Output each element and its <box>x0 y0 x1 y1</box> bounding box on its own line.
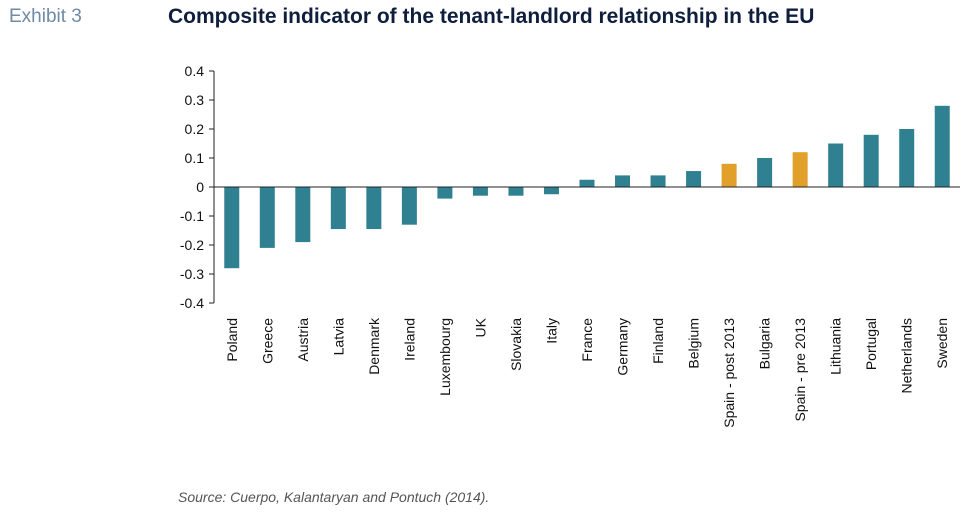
x-tick-label: Lithuania <box>828 318 844 375</box>
x-tick-label: Spain - post 2013 <box>721 318 737 428</box>
x-tick-label: Austria <box>295 318 311 362</box>
y-tick-label: -0.1 <box>180 208 204 224</box>
bar-belgium <box>686 171 702 187</box>
y-tick-label: 0.1 <box>185 150 205 166</box>
bar-ireland <box>401 187 417 225</box>
bar-austria <box>295 187 311 243</box>
bar-lithuania <box>828 143 844 187</box>
bar-sweden <box>934 105 950 187</box>
bar-greece <box>259 187 275 248</box>
x-tick-label: Italy <box>543 318 559 344</box>
x-tick-label: Ireland <box>401 318 417 361</box>
bar-germany <box>615 175 631 187</box>
x-tick-label: Spain - pre 2013 <box>792 318 808 422</box>
bar-denmark <box>366 187 382 230</box>
x-tick-label: Slovakia <box>508 318 524 371</box>
y-tick-label: -0.2 <box>180 237 204 253</box>
y-tick-label: 0 <box>196 179 204 195</box>
bar-finland <box>650 175 666 187</box>
y-tick-label: 0.3 <box>185 92 205 108</box>
y-tick-label: 0.2 <box>185 121 205 137</box>
bar-bulgaria <box>757 158 773 187</box>
x-tick-label: Greece <box>259 318 275 364</box>
x-tick-label: Bulgaria <box>757 318 773 370</box>
x-tick-label: Netherlands <box>899 318 915 394</box>
bar-portugal <box>863 134 879 187</box>
bar-spain-pre-2013 <box>792 152 808 187</box>
bar-uk <box>472 187 488 196</box>
x-tick-label: France <box>579 318 595 362</box>
bar-spain-post-2013 <box>721 163 737 187</box>
x-tick-label: Portugal <box>863 318 879 370</box>
bar-italy <box>543 187 559 195</box>
y-tick-label: -0.3 <box>180 266 204 282</box>
bar-luxembourg <box>437 187 453 199</box>
bar-latvia <box>330 187 346 230</box>
x-tick-label: UK <box>472 317 488 337</box>
bar-france <box>579 179 595 187</box>
bar-netherlands <box>899 129 915 187</box>
y-tick-label: -0.4 <box>180 295 204 311</box>
x-tick-label: Finland <box>650 318 666 364</box>
x-tick-label: Poland <box>224 318 240 362</box>
x-tick-label: Germany <box>615 318 631 376</box>
x-tick-label: Latvia <box>330 318 346 356</box>
x-tick-label: Sweden <box>934 318 950 369</box>
x-tick-label: Belgium <box>686 318 702 369</box>
bar-slovakia <box>508 187 524 196</box>
exhibit-label: Exhibit 3 <box>9 6 82 27</box>
chart-title: Composite indicator of the tenant-landlo… <box>168 5 815 28</box>
x-tick-label: Luxembourg <box>437 318 453 396</box>
source-note: Source: Cuerpo, Kalantaryan and Pontuch … <box>178 489 490 505</box>
y-tick-label: 0.4 <box>185 63 205 79</box>
x-tick-label: Denmark <box>366 317 382 375</box>
bar-poland <box>224 187 240 269</box>
